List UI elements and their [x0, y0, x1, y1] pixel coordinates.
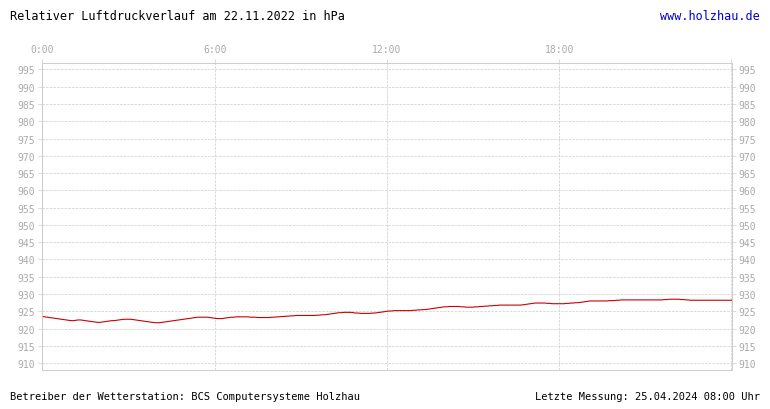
Text: Betreiber der Wetterstation: BCS Computersysteme Holzhau: Betreiber der Wetterstation: BCS Compute… — [10, 391, 360, 401]
Text: www.holzhau.de: www.holzhau.de — [660, 10, 760, 23]
Text: Letzte Messung: 25.04.2024 08:00 Uhr: Letzte Messung: 25.04.2024 08:00 Uhr — [535, 391, 760, 401]
Text: Relativer Luftdruckverlauf am 22.11.2022 in hPa: Relativer Luftdruckverlauf am 22.11.2022… — [10, 10, 345, 23]
